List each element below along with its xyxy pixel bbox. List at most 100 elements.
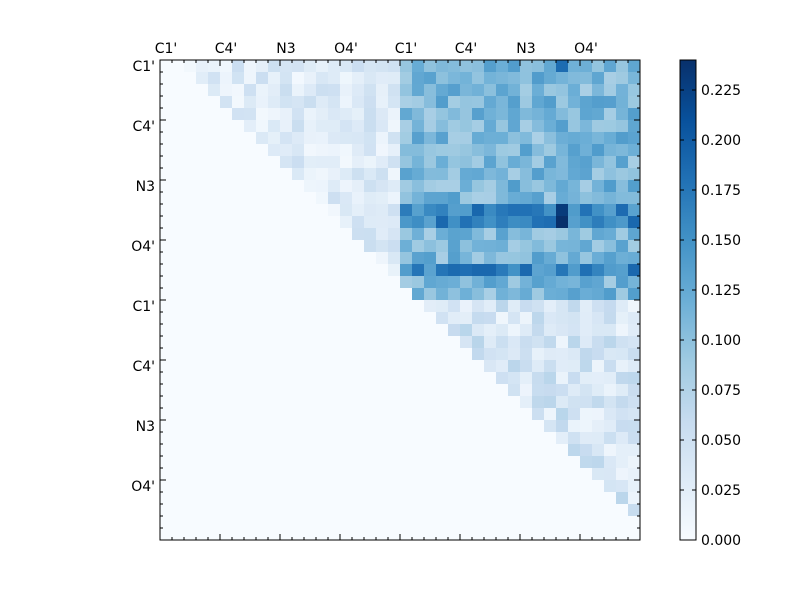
heatmap-cell bbox=[496, 324, 509, 337]
heatmap-cell bbox=[532, 72, 545, 85]
heatmap-cell bbox=[208, 156, 221, 169]
heatmap-cell bbox=[472, 252, 485, 265]
heatmap-cell bbox=[340, 336, 353, 349]
heatmap-cell bbox=[496, 228, 509, 241]
heatmap-cell bbox=[568, 372, 581, 385]
heatmap-cell bbox=[376, 60, 389, 73]
heatmap-cell bbox=[352, 432, 365, 445]
heatmap-cell bbox=[376, 312, 389, 325]
heatmap-cell bbox=[604, 84, 617, 97]
heatmap-cell bbox=[208, 96, 221, 109]
heatmap-cell bbox=[604, 492, 617, 505]
heatmap-cell bbox=[316, 300, 329, 313]
heatmap-cell bbox=[568, 516, 581, 529]
heatmap-cell bbox=[304, 156, 317, 169]
heatmap-cell bbox=[448, 216, 461, 229]
heatmap-cell bbox=[532, 408, 545, 421]
heatmap-cell bbox=[304, 288, 317, 301]
heatmap-cell bbox=[316, 276, 329, 289]
heatmap-cell bbox=[244, 408, 257, 421]
heatmap-cell bbox=[352, 324, 365, 337]
heatmap-cell bbox=[364, 96, 377, 109]
heatmap-cell bbox=[616, 168, 629, 181]
heatmap-cell bbox=[352, 468, 365, 481]
heatmap-cell bbox=[472, 240, 485, 253]
heatmap-cell bbox=[448, 492, 461, 505]
heatmap-cell bbox=[616, 84, 629, 97]
heatmap-cell bbox=[436, 144, 449, 157]
heatmap-cell bbox=[556, 264, 569, 277]
heatmap-cell bbox=[460, 252, 473, 265]
heatmap-cell bbox=[628, 492, 641, 505]
heatmap-cell bbox=[268, 456, 281, 469]
heatmap-cell bbox=[424, 456, 437, 469]
heatmap-cell bbox=[196, 396, 209, 409]
heatmap-cell bbox=[508, 240, 521, 253]
heatmap-cell bbox=[604, 276, 617, 289]
heatmap-cell bbox=[280, 528, 293, 541]
heatmap-cell bbox=[412, 264, 425, 277]
heatmap-cell bbox=[388, 84, 401, 97]
heatmap-cell bbox=[496, 432, 509, 445]
heatmap-cell bbox=[196, 480, 209, 493]
heatmap-cell bbox=[304, 420, 317, 433]
x-tick-label: C1' bbox=[155, 41, 178, 57]
heatmap-cell bbox=[460, 492, 473, 505]
heatmap-cell bbox=[436, 504, 449, 517]
heatmap-cell bbox=[244, 252, 257, 265]
heatmap-cell bbox=[508, 480, 521, 493]
heatmap-cell bbox=[160, 456, 173, 469]
heatmap-cell bbox=[388, 408, 401, 421]
heatmap-cell bbox=[556, 312, 569, 325]
heatmap-cell bbox=[220, 444, 233, 457]
heatmap-cell bbox=[460, 156, 473, 169]
heatmap-cell bbox=[364, 492, 377, 505]
heatmap-cell bbox=[388, 204, 401, 217]
heatmap-cell bbox=[388, 132, 401, 145]
heatmap-cell bbox=[604, 216, 617, 229]
heatmap-cell bbox=[424, 228, 437, 241]
heatmap-cell bbox=[628, 312, 641, 325]
heatmap-cell bbox=[364, 216, 377, 229]
heatmap-cell bbox=[316, 264, 329, 277]
heatmap-cell bbox=[376, 120, 389, 133]
heatmap-cell bbox=[424, 504, 437, 517]
heatmap-cell bbox=[244, 444, 257, 457]
heatmap-cell bbox=[160, 192, 173, 205]
heatmap-cell bbox=[340, 396, 353, 409]
heatmap-cell bbox=[520, 408, 533, 421]
heatmap-cell bbox=[220, 252, 233, 265]
colorbar-tick-label: 0.225 bbox=[701, 83, 741, 99]
heatmap-cell bbox=[556, 324, 569, 337]
heatmap-cell bbox=[172, 372, 185, 385]
heatmap-cell bbox=[268, 156, 281, 169]
heatmap-cell bbox=[460, 432, 473, 445]
heatmap-cell bbox=[544, 192, 557, 205]
heatmap-cell bbox=[304, 96, 317, 109]
heatmap-cell bbox=[280, 60, 293, 73]
heatmap-cell bbox=[280, 180, 293, 193]
heatmap-cell bbox=[400, 204, 413, 217]
heatmap-cell bbox=[496, 384, 509, 397]
heatmap-cell bbox=[328, 360, 341, 373]
heatmap-cell bbox=[364, 360, 377, 373]
heatmap-cell bbox=[460, 384, 473, 397]
heatmap-cell bbox=[520, 336, 533, 349]
heatmap-cell bbox=[376, 180, 389, 193]
heatmap-cell bbox=[568, 348, 581, 361]
heatmap-cell bbox=[232, 132, 245, 145]
heatmap-cell bbox=[472, 312, 485, 325]
heatmap-cell bbox=[160, 432, 173, 445]
heatmap-cell bbox=[376, 444, 389, 457]
heatmap-cell bbox=[160, 228, 173, 241]
heatmap-cell bbox=[616, 300, 629, 313]
colorbar-tick-label: 0.000 bbox=[701, 533, 741, 549]
heatmap-cell bbox=[352, 372, 365, 385]
heatmap-cell bbox=[616, 360, 629, 373]
heatmap-cell bbox=[568, 408, 581, 421]
heatmap-cell bbox=[316, 216, 329, 229]
heatmap-cell bbox=[628, 528, 641, 541]
heatmap-cell bbox=[436, 264, 449, 277]
heatmap-cell bbox=[316, 468, 329, 481]
heatmap-cell bbox=[280, 108, 293, 121]
